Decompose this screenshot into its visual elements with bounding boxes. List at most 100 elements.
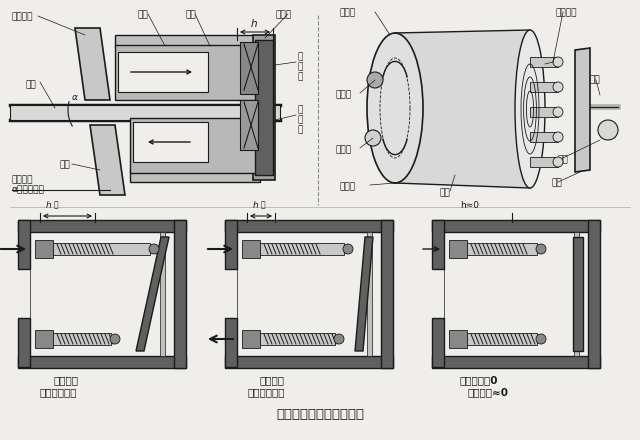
Bar [444, 232, 588, 356]
Circle shape [553, 157, 563, 167]
Circle shape [598, 120, 618, 140]
Bar [367, 232, 372, 356]
Bar [18, 220, 30, 269]
Bar [530, 132, 558, 142]
Text: 柱塞组件: 柱塞组件 [555, 8, 577, 17]
Text: 吸油口: 吸油口 [335, 90, 351, 99]
Bar [18, 318, 30, 367]
Circle shape [343, 244, 353, 254]
Bar [467, 243, 537, 255]
Text: 变量机构: 变量机构 [12, 12, 33, 21]
Bar [573, 237, 583, 351]
Text: 泵轴: 泵轴 [590, 75, 601, 84]
Text: 腰形槽: 腰形槽 [340, 182, 356, 191]
Bar [530, 82, 558, 92]
Bar [174, 220, 186, 368]
Bar [449, 240, 467, 258]
Circle shape [553, 57, 563, 67]
Text: h: h [46, 201, 52, 210]
Bar [30, 232, 174, 356]
Bar [432, 220, 444, 269]
Bar [118, 52, 208, 92]
Text: 腰形槽: 腰形槽 [340, 8, 356, 17]
Text: 腔: 腔 [297, 72, 302, 81]
Text: α: α [72, 93, 78, 103]
Text: 输出流量变少: 输出流量变少 [247, 387, 285, 397]
Ellipse shape [367, 33, 423, 183]
Bar [115, 45, 260, 100]
Text: 油: 油 [297, 115, 302, 124]
Bar [530, 57, 558, 67]
Text: 吸: 吸 [297, 105, 302, 114]
Bar [133, 122, 208, 162]
Text: 斜盘角小: 斜盘角小 [260, 375, 285, 385]
Text: 斜盘: 斜盘 [551, 178, 562, 187]
Text: 斜盘角大: 斜盘角大 [53, 375, 78, 385]
Bar [242, 240, 260, 258]
Text: 斜盘式轴向柱塞泵的变量: 斜盘式轴向柱塞泵的变量 [276, 408, 364, 421]
Bar [35, 330, 53, 348]
Bar [35, 240, 53, 258]
Polygon shape [355, 237, 373, 351]
Text: 油: 油 [297, 62, 302, 71]
Text: 斜盘摆动: 斜盘摆动 [12, 175, 33, 184]
Bar [530, 107, 558, 117]
Circle shape [553, 82, 563, 92]
Text: 输出流量最大: 输出流量最大 [40, 387, 77, 397]
Text: 大: 大 [54, 200, 59, 209]
Bar [260, 243, 344, 255]
Bar [237, 232, 381, 356]
Bar [381, 220, 393, 368]
Text: 排: 排 [297, 52, 302, 61]
Bar [130, 118, 260, 173]
Polygon shape [395, 30, 530, 188]
Text: h: h [253, 201, 259, 210]
Polygon shape [136, 237, 169, 351]
Circle shape [536, 244, 546, 254]
Bar [53, 333, 111, 345]
Text: 缸体: 缸体 [440, 188, 451, 197]
Text: 出油口: 出油口 [335, 145, 351, 154]
Text: 斜盘: 斜盘 [60, 160, 71, 169]
Bar [225, 356, 393, 368]
Bar [260, 333, 335, 345]
Bar [432, 318, 444, 367]
Text: 耳轴: 耳轴 [557, 155, 568, 164]
Bar [530, 157, 558, 167]
Circle shape [334, 334, 344, 344]
Bar [242, 330, 260, 348]
Text: 泵轴: 泵轴 [25, 80, 36, 89]
Circle shape [367, 72, 383, 88]
Text: 柱塞: 柱塞 [138, 10, 148, 19]
Text: 配油盘: 配油盘 [275, 10, 291, 19]
Text: h≈0: h≈0 [460, 201, 479, 210]
Bar [160, 232, 165, 356]
Bar [10, 105, 280, 120]
Bar [240, 42, 258, 94]
Bar [225, 220, 237, 269]
Bar [115, 35, 260, 47]
Polygon shape [75, 28, 110, 100]
Circle shape [536, 334, 546, 344]
Bar [130, 170, 260, 182]
Bar [18, 220, 186, 232]
Bar [449, 330, 467, 348]
Circle shape [149, 244, 159, 254]
Bar [53, 243, 150, 255]
Text: 斜盘角约为0: 斜盘角约为0 [460, 375, 499, 385]
Text: h: h [251, 19, 258, 29]
Bar [253, 35, 275, 180]
Circle shape [365, 130, 381, 146]
Bar [225, 220, 393, 232]
Bar [432, 356, 600, 368]
Text: α角大小可变: α角大小可变 [12, 185, 45, 194]
Text: 腔: 腔 [297, 125, 302, 134]
Bar [574, 232, 579, 356]
Polygon shape [90, 125, 125, 195]
Circle shape [110, 334, 120, 344]
Polygon shape [575, 48, 590, 172]
Bar [432, 220, 600, 232]
Bar [588, 220, 600, 368]
Text: 输出流量≈0: 输出流量≈0 [467, 387, 508, 397]
Circle shape [553, 132, 563, 142]
